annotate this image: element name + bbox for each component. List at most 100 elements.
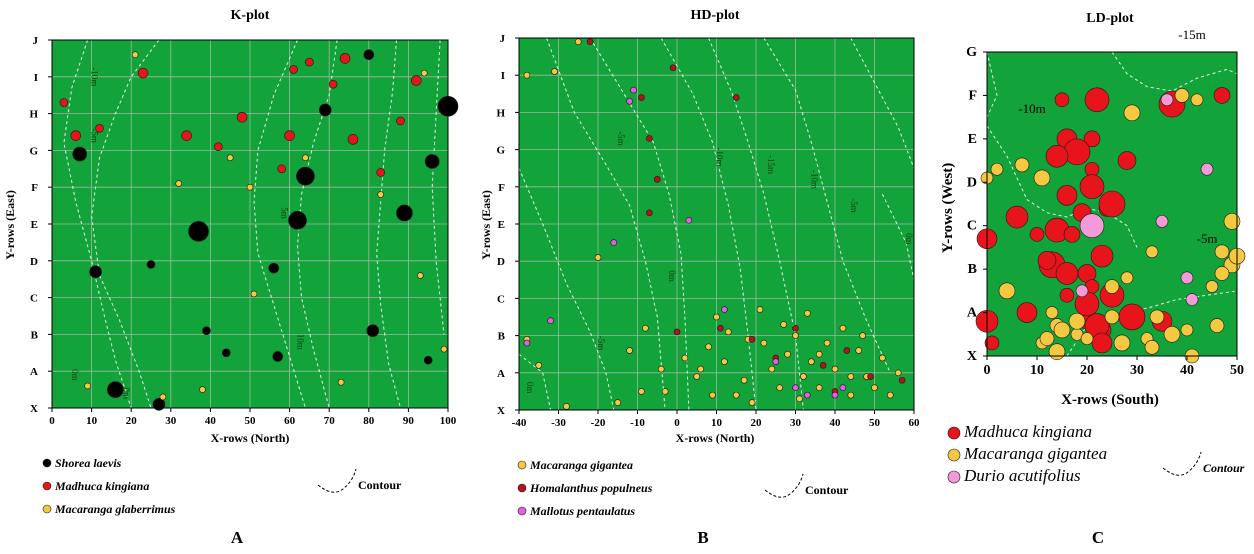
- contour-depth-label: -10m: [715, 148, 725, 167]
- data-point-mallotus-pentaulatus: [839, 384, 847, 391]
- panel-letter: C: [1092, 528, 1104, 547]
- y-tick-label: X: [967, 349, 977, 364]
- data-point-shorea-laevis: [152, 398, 166, 411]
- data-point-macaranga-glaberrimus: [199, 386, 206, 393]
- data-point-macaranga-glaberrimus: [159, 393, 167, 401]
- data-point-homalanthus-populneus: [638, 94, 645, 101]
- data-point-mallotus-pentaulatus: [547, 317, 554, 325]
- data-point-madhuca-kingiana: [1005, 205, 1029, 229]
- y-tick-label: H: [496, 107, 505, 119]
- data-point-madhuca-kingiana: [1063, 226, 1081, 243]
- data-point-mallotus-pentaulatus: [831, 391, 839, 399]
- data-point-macaranga-gigantea: [1174, 88, 1190, 103]
- x-tick-label: 10: [86, 415, 98, 427]
- data-point-madhuca-kingiana: [137, 67, 149, 79]
- x-tick-label: 80: [363, 415, 375, 427]
- data-point-shorea-laevis: [366, 324, 380, 338]
- contour-legend-line: [317, 468, 357, 493]
- data-point-mallotus-pentaulatus: [721, 306, 728, 313]
- legend-marker: [947, 470, 961, 484]
- data-point-shorea-laevis: [221, 348, 231, 358]
- data-point-macaranga-gigantea: [1033, 169, 1051, 187]
- contour-legend-line: [764, 473, 804, 498]
- data-point-madhuca-kingiana: [1090, 244, 1114, 268]
- data-point-macaranga-gigantea: [748, 399, 756, 406]
- data-point-macaranga-gigantea: [614, 399, 622, 406]
- data-point-macaranga-gigantea: [697, 365, 705, 373]
- data-point-macaranga-gigantea: [563, 402, 570, 410]
- data-point-shorea-laevis: [188, 221, 209, 242]
- data-point-macaranga-gigantea: [1144, 340, 1160, 355]
- x-tick-label: 40: [830, 417, 842, 429]
- y-tick-label: I: [34, 72, 38, 84]
- y-tick-label: F: [968, 88, 977, 103]
- data-point-macaranga-gigantea: [823, 339, 831, 347]
- legend-marker: [517, 506, 527, 516]
- contour-depth-label: -5m: [596, 336, 606, 351]
- data-point-durio-acutifolius: [1185, 293, 1199, 306]
- data-point-macaranga-gigantea: [886, 391, 894, 399]
- data-point-macaranga-gigantea: [693, 373, 701, 380]
- data-point-madhuca-kingiana: [305, 57, 314, 67]
- data-point-madhuca-kingiana: [984, 335, 1000, 351]
- data-point-macaranga-gigantea: [847, 391, 855, 399]
- contour-depth-label: -5m: [849, 198, 859, 213]
- data-point-macaranga-gigantea: [551, 68, 558, 75]
- chart-title: LD-plot: [1086, 11, 1134, 26]
- contour-line: [881, 193, 915, 280]
- y-axis-label: Y-rows (East): [479, 190, 493, 260]
- contour-depth-label: 0m: [904, 233, 914, 245]
- data-point-macaranga-gigantea: [574, 38, 582, 46]
- legend-entry: Durio acutifolius: [963, 466, 1081, 485]
- data-point-madhuca-kingiana: [277, 164, 286, 174]
- contour-legend-label: Contour: [358, 478, 402, 492]
- x-tick-label: 30: [790, 417, 802, 429]
- data-point-shorea-laevis: [318, 103, 332, 117]
- data-point-macaranga-gigantea: [859, 332, 866, 339]
- contour-depth-label: 0m: [70, 369, 80, 381]
- data-point-macaranga-gigantea: [804, 309, 811, 317]
- data-point-shorea-laevis: [363, 49, 375, 61]
- contour-depth-label: -10m: [90, 67, 100, 86]
- legend-entry: Macaranga gigantea: [529, 458, 633, 472]
- contour-line: [850, 37, 915, 169]
- contour-line: [253, 39, 306, 409]
- data-point-madhuca-kingiana: [1054, 92, 1070, 108]
- data-point-macaranga-gigantea: [721, 358, 728, 365]
- y-tick-label: E: [498, 219, 505, 231]
- contour-line: [589, 37, 690, 411]
- data-point-homalanthus-populneus: [732, 94, 740, 101]
- data-point-shorea-laevis: [202, 326, 211, 336]
- y-tick-label: B: [968, 262, 977, 277]
- data-point-homalanthus-populneus: [653, 176, 661, 183]
- data-point-mallotus-pentaulatus: [630, 86, 637, 94]
- data-point-macaranga-gigantea: [847, 373, 855, 380]
- x-tick-label: 0: [674, 417, 680, 429]
- data-point-macaranga-gigantea: [713, 313, 720, 321]
- y-tick-label: F: [31, 182, 38, 194]
- y-tick-label: F: [498, 182, 505, 194]
- data-point-madhuca-kingiana: [1079, 174, 1105, 199]
- x-tick-label: 40: [1180, 363, 1194, 378]
- data-point-homalanthus-populneus: [669, 64, 677, 72]
- x-tick-label: 30: [165, 415, 177, 427]
- y-tick-label: J: [500, 33, 506, 45]
- data-point-macaranga-gigantea: [780, 321, 787, 328]
- panel-letter: A: [231, 528, 244, 547]
- data-point-homalanthus-populneus: [898, 376, 906, 384]
- data-point-madhuca-kingiana: [328, 79, 338, 89]
- data-point-mallotus-pentaulatus: [772, 358, 780, 365]
- x-tick-label: 70: [324, 415, 336, 427]
- legend-entry: Homalanthus populneus: [529, 481, 653, 495]
- y-tick-label: C: [497, 293, 505, 305]
- y-tick-label: A: [497, 368, 505, 380]
- x-axis-label: X-rows (South): [1061, 392, 1159, 408]
- data-point-macaranga-gigantea: [1104, 279, 1120, 294]
- contour-line: [296, 39, 338, 409]
- y-tick-label: X: [497, 405, 505, 417]
- data-point-shorea-laevis: [272, 351, 284, 362]
- data-point-madhuca-kingiana: [59, 98, 69, 107]
- x-tick-label: 0: [984, 363, 991, 378]
- x-tick-label: -10: [630, 417, 645, 429]
